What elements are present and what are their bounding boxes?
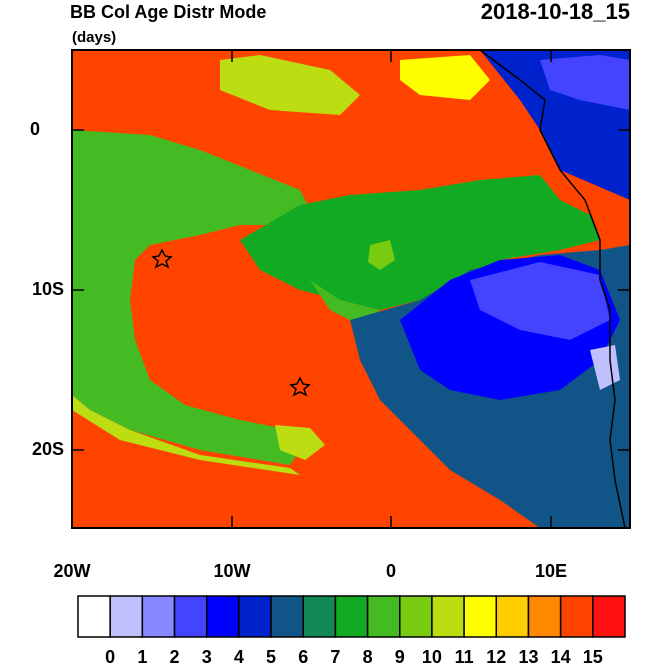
colorbar-box <box>463 595 498 638</box>
axis-ticks <box>71 50 630 528</box>
colorbar-box <box>495 595 530 638</box>
colorbar-label: 8 <box>363 647 373 667</box>
colorbar-box <box>334 595 369 638</box>
colorbar-label: 4 <box>234 647 244 667</box>
colorbar-box <box>205 595 240 638</box>
colorbar-box <box>302 595 337 638</box>
colorbar-box <box>592 595 626 638</box>
colorbar-box <box>141 595 176 638</box>
colorbar-box <box>173 595 208 638</box>
lon-label: 10E <box>535 561 567 581</box>
colorbar-box <box>559 595 594 638</box>
colorbar-label: 0 <box>105 647 115 667</box>
colorbar-label: 2 <box>170 647 180 667</box>
colorbar-label: 1 <box>137 647 147 667</box>
lat-label: 10S <box>32 279 64 299</box>
lon-label: 0 <box>386 561 396 581</box>
lat-label: 0 <box>30 119 40 139</box>
lon-label: 10W <box>213 561 250 581</box>
map-frame <box>71 49 631 529</box>
colorbar-label: 13 <box>518 647 538 667</box>
colorbar-label: 9 <box>395 647 405 667</box>
colorbar-label: 12 <box>486 647 506 667</box>
colorbar-box <box>109 595 144 638</box>
colorbar-box <box>270 595 304 638</box>
colorbar-label: 10 <box>422 647 442 667</box>
colorbar-label: 5 <box>266 647 276 667</box>
colorbar-box <box>399 595 433 638</box>
colorbar-label: 3 <box>202 647 212 667</box>
colorbar-box <box>366 595 401 638</box>
colorbar-label: 15 <box>583 647 603 667</box>
colorbar: 0 1 2 3 4 5 6 7 8 9 10 11 12 13 14 15 <box>77 595 626 667</box>
colorbar-label: 11 <box>455 647 474 667</box>
colorbar-label: 14 <box>551 647 571 667</box>
lat-label: 20S <box>32 439 64 459</box>
colorbar-label: 6 <box>298 647 308 667</box>
colorbar-box <box>527 595 562 638</box>
colorbar-box <box>431 595 465 638</box>
units: (days) <box>72 29 116 46</box>
colorbar-box <box>77 595 111 638</box>
colorbar-box <box>238 595 272 638</box>
map-field <box>72 50 630 528</box>
lon-label: 20W <box>53 561 90 581</box>
colorbar-label: 7 <box>330 647 340 667</box>
title: BB Col Age Distr Mode <box>70 2 266 22</box>
date: 2018-10-18_15 <box>481 0 630 24</box>
